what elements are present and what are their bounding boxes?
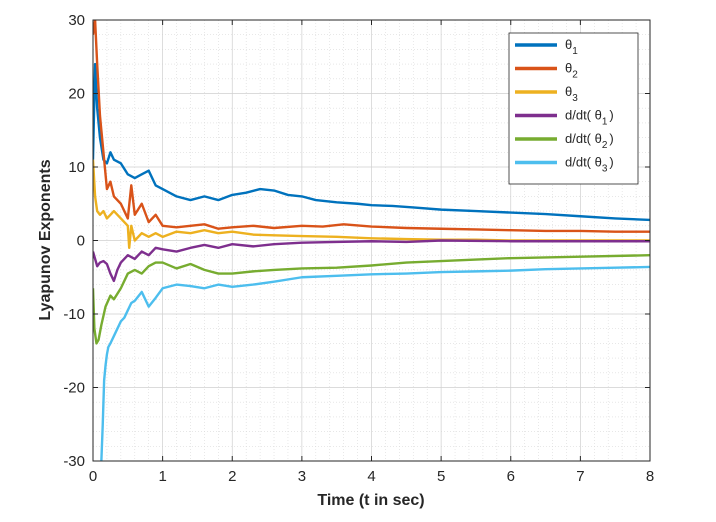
series-line-6 [100,265,650,461]
y-tick-label: 0 [77,233,85,250]
x-tick-label: 3 [298,468,306,485]
x-tick-label: 5 [437,468,445,485]
tick-marks [92,19,651,462]
series-line-4 [93,239,650,283]
series-line-5 [93,254,650,345]
y-axis-title: Lyapunov Exponents [37,159,54,320]
y-tick-label: 20 [68,86,85,103]
y-tick-label: -30 [63,453,85,470]
series-line-3 [93,159,650,250]
legend-label: d/dt( θ2) [565,131,614,151]
legend-label: θ3 [565,84,578,104]
legend-label: d/dt( θ3) [565,155,614,175]
x-tick-label: 0 [89,468,97,485]
y-tick-label: 10 [68,159,85,176]
series-layer [93,20,650,461]
x-tick-label: 2 [228,468,236,485]
legend-label: d/dt( θ1) [565,108,614,128]
legend-label: θ2 [565,61,578,81]
y-tick-label: -20 [63,380,85,397]
x-tick-labels: 0 1 2 3 4 5 6 7 8 [89,468,654,485]
y-tick-label: 30 [68,12,85,29]
x-tick-label: 1 [158,468,166,485]
x-tick-label: 8 [646,468,654,485]
legend: θ1 θ2 θ3 d/dt( θ1) d/dt( θ2) d/dt( θ3) [508,32,639,185]
x-tick-label: 6 [507,468,515,485]
x-tick-label: 4 [367,468,375,485]
y-tick-labels: 30 20 10 0 -10 -20 -30 [63,12,85,470]
series-line-1 [93,62,650,222]
y-tick-label: -10 [63,306,85,323]
x-tick-label: 7 [576,468,584,485]
x-axis-title: Time (t in sec) [317,492,424,509]
legend-box [508,32,639,185]
legend-label: θ1 [565,37,578,57]
series-line-2 [93,20,650,233]
